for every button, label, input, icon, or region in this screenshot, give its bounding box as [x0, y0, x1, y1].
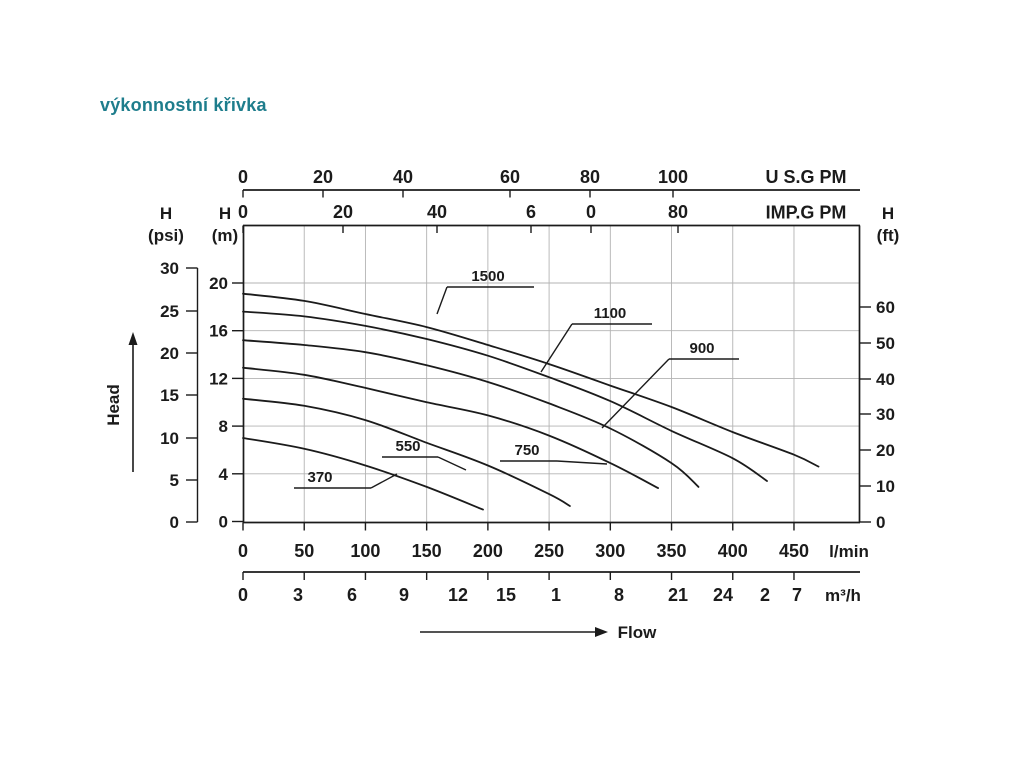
us-gpm-tick: 100 — [658, 167, 688, 187]
axis-m: 20 16 12 8 4 0 H (m) — [209, 204, 244, 532]
imp-gpm-tick: 6 — [526, 202, 536, 222]
ft-tick: 20 — [876, 441, 895, 460]
psi-tick: 20 — [160, 344, 179, 363]
m-tick: 20 — [209, 274, 228, 293]
imp-gpm-tick: 0 — [238, 202, 248, 222]
psi-tick: 10 — [160, 429, 179, 448]
m-tick: 0 — [219, 513, 228, 532]
head-axis-label: Head — [104, 384, 123, 426]
curve-labels: 370 550 750 900 1100 1500 — [294, 268, 739, 489]
lmin-tick: 450 — [779, 541, 809, 561]
ft-axis-unit: (ft) — [877, 226, 900, 245]
curve-750 — [242, 366, 659, 489]
imp-gpm-tick: 40 — [427, 202, 447, 222]
lmin-tick: 400 — [718, 541, 748, 561]
imp-gpm-unit: IMP.G PM — [766, 203, 847, 223]
lmin-tick: 250 — [534, 541, 564, 561]
imp-gpm-tick: 80 — [668, 202, 688, 222]
flow-axis-label: Flow — [618, 623, 657, 642]
axis-psi: 30 25 20 15 10 5 0 H (psi) — [148, 204, 199, 532]
axis-frame — [242, 189, 861, 573]
m3h-tick: 7 — [792, 585, 802, 605]
lmin-tick: 300 — [595, 541, 625, 561]
series-label-750: 750 — [514, 442, 539, 459]
axis-imp-gpm: 0 20 40 6 0 80 IMP.G PM — [238, 202, 846, 233]
psi-tick: 0 — [170, 513, 179, 532]
axis-us-gpm: 0 20 40 60 80 100 U S.G PM — [238, 167, 847, 198]
lmin-tick: 0 — [238, 541, 248, 561]
lmin-tick: 350 — [657, 541, 687, 561]
plot-grid — [243, 225, 860, 523]
m-tick: 8 — [219, 417, 228, 436]
psi-tick: 30 — [160, 259, 179, 278]
us-gpm-tick: 0 — [238, 167, 248, 187]
curve-370 — [242, 437, 484, 511]
ft-tick: 60 — [876, 298, 895, 317]
psi-axis-letter: H — [160, 204, 172, 223]
series-label-900: 900 — [689, 340, 714, 357]
us-gpm-tick: 60 — [500, 167, 520, 187]
m3h-tick: 0 — [238, 585, 248, 605]
imp-gpm-tick: 20 — [333, 202, 353, 222]
us-gpm-unit: U S.G PM — [765, 167, 846, 187]
m3h-unit: m³/h — [825, 586, 861, 605]
m-tick: 12 — [209, 369, 228, 388]
psi-tick: 25 — [160, 302, 179, 321]
axis-ft: 60 50 40 30 20 10 0 H (ft) — [859, 204, 900, 532]
curve-1500 — [242, 292, 820, 468]
ft-tick: 10 — [876, 477, 895, 496]
flow-axis-annotation: Flow — [420, 623, 657, 642]
pump-curves — [242, 292, 820, 511]
us-gpm-tick: 40 — [393, 167, 413, 187]
curve-550 — [242, 397, 571, 507]
m3h-tick: 21 — [668, 585, 688, 605]
page-title: výkonnostní křivka — [100, 95, 267, 115]
ft-axis-letter: H — [882, 204, 894, 223]
m3h-tick: 6 — [347, 585, 357, 605]
us-gpm-tick: 20 — [313, 167, 333, 187]
m-axis-letter: H — [219, 204, 231, 223]
ft-tick: 40 — [876, 370, 895, 389]
m-tick: 16 — [209, 322, 228, 341]
m3h-tick: 9 — [399, 585, 409, 605]
series-label-1500: 1500 — [471, 268, 504, 285]
lmin-tick: 50 — [294, 541, 314, 561]
m3h-tick: 3 — [293, 585, 303, 605]
m3h-tick: 8 — [614, 585, 624, 605]
m3h-tick: 1 — [551, 585, 561, 605]
psi-tick: 15 — [160, 386, 179, 405]
flow-arrow-icon — [595, 627, 608, 637]
m-tick: 4 — [219, 465, 229, 484]
head-arrow-icon — [128, 332, 138, 345]
series-label-550: 550 — [395, 438, 420, 455]
axis-m3h: 0 3 6 9 12 15 1 8 21 24 2 7 m³/h — [238, 572, 861, 605]
psi-tick: 5 — [170, 471, 179, 490]
m3h-tick: 12 — [448, 585, 468, 605]
m3h-tick: 15 — [496, 585, 516, 605]
lmin-tick: 100 — [350, 541, 380, 561]
ft-tick: 0 — [876, 513, 885, 532]
series-label-1100: 1100 — [594, 305, 627, 322]
ft-tick: 50 — [876, 334, 895, 353]
us-gpm-tick: 80 — [580, 167, 600, 187]
m3h-tick: 2 — [760, 585, 770, 605]
head-axis-annotation: Head — [104, 332, 138, 472]
lmin-unit: l/min — [829, 542, 869, 561]
ft-tick: 30 — [876, 405, 895, 424]
curve-1100 — [242, 310, 768, 482]
lmin-tick: 200 — [473, 541, 503, 561]
curve-900 — [242, 339, 700, 488]
imp-gpm-tick: 0 — [586, 202, 596, 222]
lmin-tick: 150 — [412, 541, 442, 561]
series-label-370: 370 — [307, 469, 332, 486]
axis-lmin: 0 50 100 150 200 250 300 350 400 450 l/min — [238, 522, 869, 561]
m-axis-unit: (m) — [212, 226, 238, 245]
m3h-tick: 24 — [713, 585, 733, 605]
psi-axis-unit: (psi) — [148, 226, 184, 245]
